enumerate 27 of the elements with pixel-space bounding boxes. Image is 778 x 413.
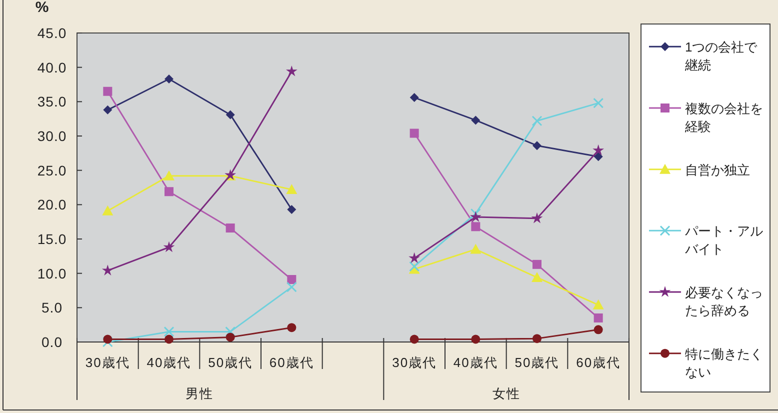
y-tick-label: 30.0 (37, 128, 67, 144)
y-tick-label: 10.0 (37, 265, 67, 282)
x-tick-label: 60歳代 (576, 355, 621, 370)
y-tick-label: 35.0 (37, 94, 67, 110)
text: 女性 (492, 386, 520, 401)
legend-label: 自営か独立 (685, 162, 750, 178)
y-tick-label: 40.0 (37, 59, 67, 76)
y-tick-label: 15.0 (37, 231, 67, 247)
y-tick-label: 5.0 (42, 300, 62, 316)
x-tick-label: 60歳代 (269, 355, 314, 370)
legend-label: 複数の会社を経験 (684, 101, 763, 134)
x-tick-label: 40歳代 (453, 355, 498, 370)
x-tick-label: 50歳代 (208, 355, 253, 370)
y-tick-label: 20.0 (37, 196, 67, 213)
y-tick-label: 45.0 (37, 25, 67, 41)
legend-label: パート・アルバイト (684, 224, 763, 257)
x-tick-label: 30歳代 (85, 355, 130, 370)
legend-label: 必要なくなったら辞める (685, 285, 763, 318)
x-tick-label: 50歳代 (514, 355, 560, 370)
x-tick-label: 30歳代 (392, 355, 437, 370)
legend-label: 特に働きたくない (685, 346, 763, 380)
legend-label: 1つの会社で継続 (684, 40, 758, 73)
y-tick-label: 25.0 (37, 162, 67, 178)
x-tick-label: 40歳代 (146, 355, 192, 370)
y-axis-title: % (35, 0, 49, 16)
y-tick-label: 0.0 (42, 334, 62, 350)
text: 男性 (186, 386, 214, 401)
